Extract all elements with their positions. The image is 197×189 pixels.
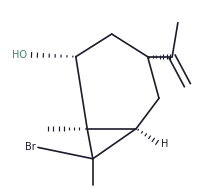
- Text: HO: HO: [12, 50, 27, 60]
- Text: Br: Br: [25, 143, 36, 152]
- Text: H: H: [161, 139, 168, 149]
